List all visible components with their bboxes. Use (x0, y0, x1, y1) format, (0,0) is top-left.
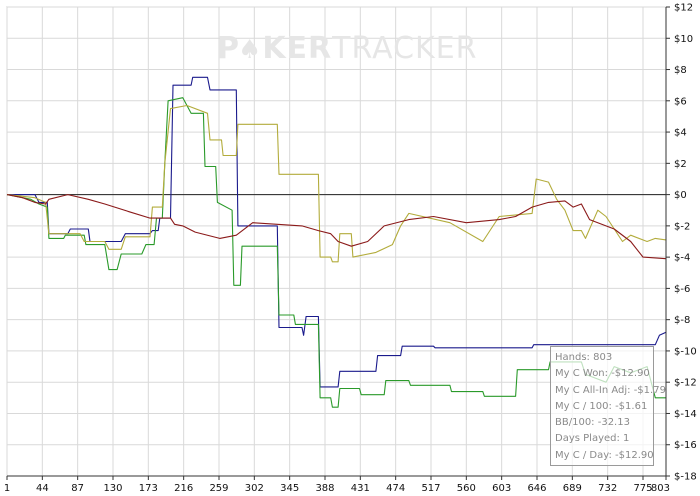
x-tick-label: 1 (4, 483, 10, 494)
x-tick-label: 44 (36, 483, 49, 494)
x-tick-label: 130 (103, 483, 122, 494)
x-tick-label: 689 (563, 483, 582, 494)
x-tick-label: 775 (633, 483, 652, 494)
x-tick-label: 646 (527, 483, 546, 494)
stat-hands: Hands: 803 (555, 352, 613, 363)
series-lines (6, 76, 667, 408)
y-tick-label: $2 (674, 159, 687, 170)
series-line-red (6, 194, 667, 260)
y-tick-label: $-18 (674, 472, 697, 483)
x-tick-label: 216 (174, 483, 193, 494)
stat-allin-adj: My C All-In Adj: -$1.79 (555, 384, 666, 396)
y-tick-label: $-8 (674, 315, 690, 326)
x-tick-label: 474 (386, 483, 405, 494)
stats-tooltip: Hands: 803 My C Won: -$12.90 My C All-In… (550, 346, 666, 466)
y-tick-label: $-6 (674, 284, 690, 295)
x-tick-label: 517 (421, 483, 440, 494)
y-tick-label: $-10 (674, 346, 697, 357)
x-tick-label: 173 (139, 483, 158, 494)
pokertracker-watermark: P♠KERTRACKER (217, 31, 478, 66)
x-tick-label: 259 (209, 483, 228, 494)
axes: $12 $10 $8 $6 $4 $2 $0 $-2 $-4 $-6 $-8 $-10 $-12 $-14… (4, 3, 697, 495)
stat-per-100: My C / 100: -$1.61 (555, 400, 648, 412)
y-tick-label: $-2 (674, 221, 690, 232)
x-tick-label: 803 (651, 483, 670, 494)
x-tick-label: 603 (492, 483, 511, 494)
x-tick-label: 345 (280, 483, 299, 494)
x-tick-label: 732 (598, 483, 617, 494)
series-line-green (6, 97, 666, 408)
x-tick-label: 302 (245, 483, 264, 494)
y-tick-label: $4 (674, 128, 687, 139)
x-tick-label: 560 (457, 483, 476, 494)
stat-per-day: My C / Day: -$12.90 (555, 449, 654, 461)
series-line-blue (7, 76, 667, 388)
stat-bb-100: BB/100: -32.13 (555, 417, 630, 429)
x-tick-label: 388 (315, 483, 334, 494)
y-tick-label: $10 (674, 34, 693, 45)
y-tick-label: $-14 (674, 409, 697, 420)
x-tick-label: 431 (351, 483, 370, 494)
y-tick-label: $0 (674, 190, 687, 201)
stat-won: My C Won: -$12.90 (555, 368, 650, 380)
y-tick-label: $-16 (674, 440, 697, 451)
stat-days: Days Played: 1 (555, 433, 630, 445)
y-tick-label: $-4 (674, 253, 690, 264)
x-tick-label: 87 (71, 483, 84, 494)
y-tick-label: $6 (674, 96, 687, 107)
series-line-olive (6, 104, 667, 263)
y-tick-label: $8 (674, 65, 687, 76)
y-tick-label: $-12 (674, 378, 697, 389)
y-tick-label: $12 (674, 3, 693, 14)
